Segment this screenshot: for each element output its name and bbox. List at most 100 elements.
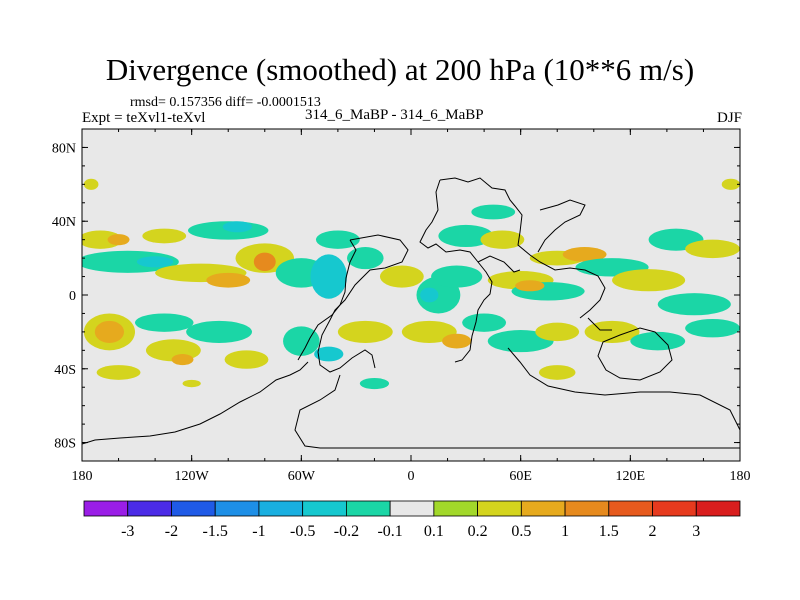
contour-region bbox=[82, 250, 179, 273]
contour-region bbox=[182, 379, 201, 388]
y-tick-label: 40N bbox=[52, 215, 76, 230]
x-tick-label: 60E bbox=[509, 469, 532, 484]
contour-region bbox=[562, 247, 607, 262]
colorbar-swatch bbox=[477, 500, 522, 517]
center-label: 314_6_MaBP - 314_6_MaBP bbox=[305, 107, 484, 123]
x-tick-label: 180 bbox=[72, 469, 93, 484]
y-tick-label: 40S bbox=[54, 363, 76, 378]
colorbar-label: -0.1 bbox=[377, 523, 402, 540]
australia-coast bbox=[597, 327, 673, 381]
contour-region bbox=[584, 320, 640, 343]
x-tick-label: 180 bbox=[730, 469, 751, 484]
colorbar-label: -2 bbox=[165, 523, 178, 540]
colorbar-swatch bbox=[171, 500, 216, 517]
contour-region bbox=[657, 293, 731, 316]
map-background bbox=[82, 129, 740, 461]
contour-region bbox=[82, 230, 123, 249]
colorbar-label: 1 bbox=[561, 523, 569, 540]
contour-region bbox=[515, 280, 545, 292]
colorbar-label: -1.5 bbox=[203, 523, 228, 540]
x-tick-label: 120W bbox=[175, 469, 210, 484]
chart-title: Divergence (smoothed) at 200 hPa (10**6 … bbox=[105, 52, 695, 87]
colorbar-swatch bbox=[520, 500, 566, 517]
maritime-islands-coast bbox=[587, 317, 612, 331]
colorbar-swatch bbox=[608, 500, 653, 517]
colorbar-swatch bbox=[214, 500, 260, 517]
contour-region bbox=[142, 228, 187, 244]
contour-region bbox=[442, 333, 472, 349]
y-tick-label: 80N bbox=[52, 141, 76, 156]
colorbar-label: 3 bbox=[692, 523, 700, 540]
contour-region bbox=[535, 322, 580, 342]
contour-region bbox=[224, 350, 269, 369]
colorbar-swatch bbox=[564, 500, 610, 517]
y-tick-label: 0 bbox=[69, 289, 76, 304]
africa-coast bbox=[419, 179, 493, 363]
eurasia-coast bbox=[439, 177, 606, 319]
contour-region bbox=[337, 320, 393, 343]
contour-region bbox=[94, 320, 125, 343]
antarctic-west-coast bbox=[82, 361, 309, 445]
colorbar-swatch bbox=[652, 500, 697, 517]
colorbar-swatch bbox=[258, 500, 304, 517]
contour-region bbox=[420, 287, 439, 303]
colorbar-label: -1 bbox=[252, 523, 265, 540]
contour-region bbox=[315, 230, 360, 249]
contour-region bbox=[480, 230, 525, 249]
contour-fills bbox=[82, 178, 740, 390]
coastlines bbox=[82, 177, 740, 449]
contour-region bbox=[721, 178, 740, 190]
contour-region bbox=[685, 318, 740, 338]
colorbar-label: 2 bbox=[649, 523, 657, 540]
colorbar-label: 0.2 bbox=[468, 523, 488, 540]
colorbar-label: 1.5 bbox=[599, 523, 619, 540]
central-america-coast bbox=[297, 239, 357, 361]
y-axis: 80N 40N 0 40S 80S bbox=[52, 141, 740, 452]
contour-region bbox=[314, 346, 344, 362]
colorbar-swatch bbox=[345, 500, 391, 517]
colorbar-swatch bbox=[83, 500, 129, 517]
contour-region bbox=[135, 313, 194, 332]
x-tick-label: 120E bbox=[616, 469, 646, 484]
contour-region bbox=[83, 178, 99, 190]
experiment-label: Expt = teXvl1-teXvl bbox=[82, 110, 206, 126]
contour-region bbox=[283, 326, 320, 356]
asia-east-coast bbox=[537, 199, 586, 253]
x-tick-label: 0 bbox=[408, 469, 415, 484]
colorbar-label: -0.2 bbox=[334, 523, 359, 540]
stats-label: rmsd= 0.157356 diff= -0.0001513 bbox=[130, 95, 321, 110]
colorbar-swatch bbox=[127, 500, 172, 517]
contour-region bbox=[206, 272, 251, 288]
season-label: DJF bbox=[716, 110, 742, 126]
colorbar-label: 0.5 bbox=[511, 523, 531, 540]
contour-region bbox=[359, 378, 390, 390]
antarctic-coast bbox=[294, 374, 740, 449]
contour-region bbox=[487, 330, 554, 353]
contour-region bbox=[438, 224, 494, 248]
contour-region bbox=[222, 221, 252, 233]
contour-region bbox=[431, 265, 483, 288]
contour-region bbox=[630, 331, 686, 351]
colorbar-swatch bbox=[389, 500, 435, 517]
contour-region bbox=[538, 365, 576, 380]
contour-region bbox=[96, 365, 141, 380]
contour-region bbox=[462, 313, 507, 332]
antarctic-east-coast bbox=[507, 347, 740, 431]
colorbar: -3 -2 -1.5 -1 -0.5 -0.2 -0.1 0.1 0.2 0.5 1 1.5 2 3 bbox=[83, 500, 741, 540]
colorbar-swatch bbox=[695, 500, 741, 517]
middle-east-coast bbox=[477, 255, 521, 273]
contour-region bbox=[310, 254, 348, 299]
colorbar-label: -3 bbox=[121, 523, 134, 540]
contour-region bbox=[253, 252, 276, 272]
y-tick-label: 80S bbox=[54, 437, 76, 452]
contour-region bbox=[107, 234, 130, 246]
x-axis: 180 120W 60W 0 60E 120E 180 bbox=[72, 129, 751, 484]
colorbar-label: -0.5 bbox=[290, 523, 315, 540]
colorbar-label: 0.1 bbox=[424, 523, 444, 540]
contour-region bbox=[136, 256, 174, 268]
x-tick-label: 60W bbox=[288, 469, 316, 484]
contour-region bbox=[471, 204, 516, 220]
colorbar-swatch bbox=[302, 500, 347, 517]
colorbar-swatch bbox=[433, 500, 479, 517]
